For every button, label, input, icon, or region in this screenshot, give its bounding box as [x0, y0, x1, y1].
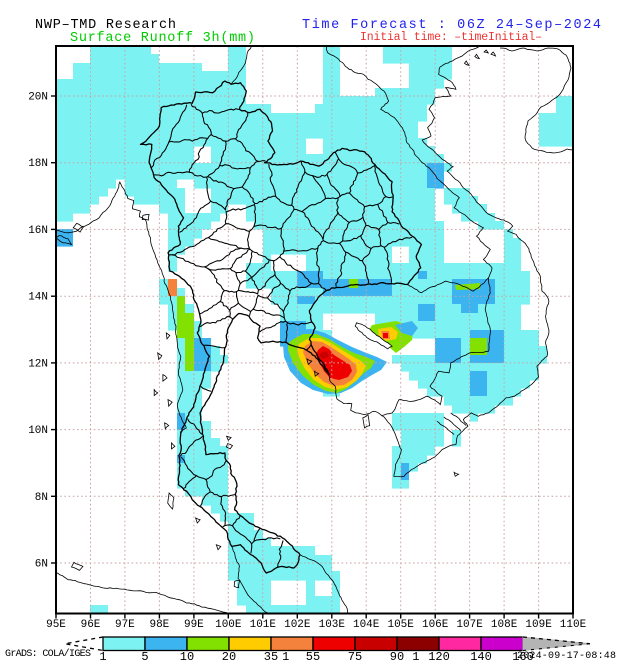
- svg-text:Time Forecast : 06Z 24–Sep–202: Time Forecast : 06Z 24–Sep–2024: [302, 18, 601, 33]
- svg-text:106E: 106E: [422, 619, 449, 631]
- svg-text:12N: 12N: [28, 358, 48, 370]
- svg-text:105E: 105E: [387, 619, 414, 631]
- svg-text:55: 55: [306, 650, 320, 660]
- svg-text:90: 90: [390, 650, 404, 660]
- svg-text:Surface Runoff 3h(mm): Surface Runoff 3h(mm): [70, 31, 255, 46]
- svg-text:99E: 99E: [184, 619, 204, 631]
- svg-text:108E: 108E: [491, 619, 518, 631]
- svg-text:16N: 16N: [28, 225, 48, 237]
- svg-text:35: 35: [264, 650, 278, 660]
- svg-text:20: 20: [222, 650, 236, 660]
- svg-text:140: 140: [470, 650, 492, 660]
- svg-text:1: 1: [282, 650, 289, 660]
- svg-text:18N: 18N: [28, 158, 48, 170]
- svg-text:109E: 109E: [525, 619, 552, 631]
- svg-text:NWP–TMD Research: NWP–TMD Research: [35, 18, 176, 33]
- svg-text:107E: 107E: [456, 619, 483, 631]
- svg-text:2024-09-17-08:48: 2024-09-17-08:48: [517, 651, 616, 660]
- svg-text:20N: 20N: [28, 92, 48, 104]
- svg-text:1: 1: [412, 650, 419, 660]
- svg-text:96E: 96E: [81, 619, 101, 631]
- svg-text:97E: 97E: [115, 619, 135, 631]
- svg-text:120: 120: [428, 650, 450, 660]
- svg-text:1: 1: [99, 650, 106, 660]
- svg-text:8N: 8N: [35, 492, 48, 504]
- svg-text:5: 5: [141, 650, 148, 660]
- svg-text:103E: 103E: [319, 619, 346, 631]
- svg-text:75: 75: [348, 650, 362, 660]
- svg-text:10: 10: [180, 650, 194, 660]
- svg-text:102E: 102E: [284, 619, 311, 631]
- svg-text:95E: 95E: [46, 619, 66, 631]
- svg-text:10N: 10N: [28, 425, 48, 437]
- svg-text:6N: 6N: [35, 559, 48, 571]
- svg-text:98E: 98E: [149, 619, 169, 631]
- svg-text:GrADS: COLA/IGES: GrADS: COLA/IGES: [5, 648, 91, 660]
- svg-text:14N: 14N: [28, 292, 48, 304]
- svg-text:104E: 104E: [353, 619, 380, 631]
- svg-text:110E: 110E: [560, 619, 587, 631]
- svg-text:101E: 101E: [250, 619, 277, 631]
- svg-text:100E: 100E: [215, 619, 242, 631]
- svg-text:Initial time: –timeInitial–: Initial time: –timeInitial–: [360, 31, 542, 44]
